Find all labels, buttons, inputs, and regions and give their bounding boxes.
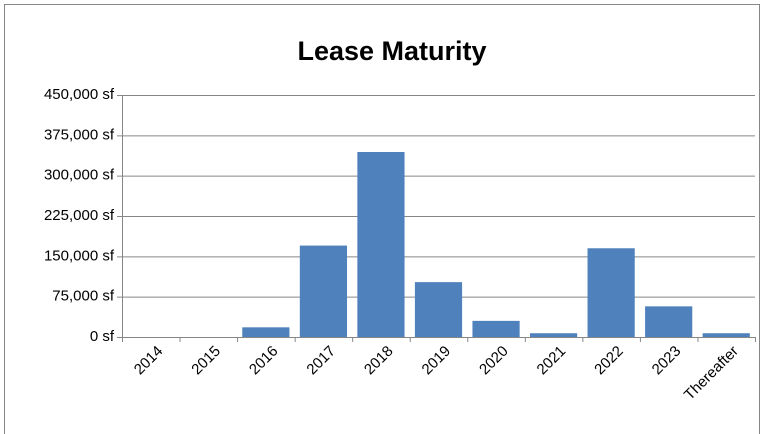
y-tick-label: 150,000 sf [44,247,115,264]
bar [645,306,693,337]
x-tick-label: 2022 [591,343,627,379]
bar [472,320,520,337]
bar [299,245,348,337]
bar [702,333,750,337]
y-tick-label: 375,000 sf [44,126,115,143]
x-tick-label: 2018 [361,343,397,379]
bar [529,333,578,337]
x-tick-label: 2021 [534,343,570,379]
y-tick-label: 450,000 sf [44,86,115,103]
x-tick-label: 2014 [131,343,167,379]
y-tick-label: 300,000 sf [44,167,115,184]
x-tick-label: 2019 [419,343,455,379]
bar [357,152,405,337]
x-tick-label: 2016 [246,343,282,379]
bar [414,282,463,337]
y-tick-label: 0 sf [90,328,115,345]
chart-frame [4,4,760,434]
chart-title: Lease Maturity [297,36,486,66]
x-tick-label: Thereafter [681,343,742,404]
x-tick-label: 2020 [476,343,512,379]
bar [242,327,290,337]
x-tick-label: 2017 [303,343,339,379]
bar [587,248,635,337]
y-tick-label: 225,000 sf [44,207,115,224]
x-tick-label: 2023 [649,343,685,379]
x-tick-label: 2015 [188,343,224,379]
y-tick-label: 75,000 sf [52,288,115,305]
